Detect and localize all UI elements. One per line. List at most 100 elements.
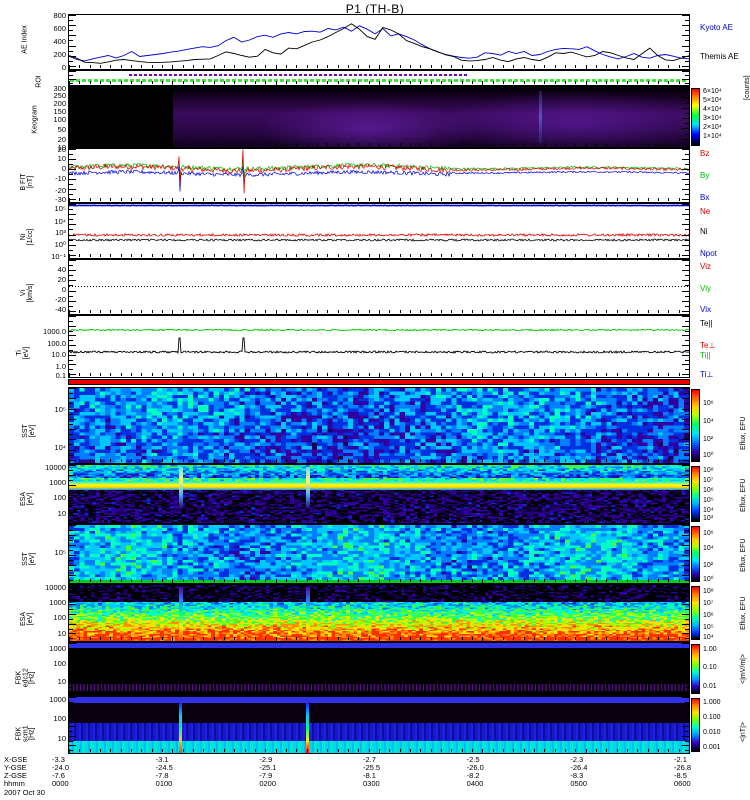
footer-value-z: -8.2: [466, 771, 480, 780]
fbk-scm1-ytick-100: 100: [53, 714, 66, 723]
fbk-scm1-cbtick-1: 0.100: [703, 714, 721, 721]
footer-value-z: -7.6: [52, 771, 65, 780]
footer-value-x: -3.3: [52, 755, 65, 764]
panel-fbk-edc12: [68, 642, 690, 696]
footer-value-time: 0600: [674, 779, 691, 788]
sst-electron-cbtick-3: 10⁰: [703, 576, 714, 583]
footer-value-time: 0200: [259, 779, 277, 788]
panel-vi: [68, 259, 690, 315]
keogram-bright-streak: [539, 91, 542, 143]
fbk-edc12-ytick-10: 10: [57, 677, 66, 686]
footer-value-y: -25.5: [363, 763, 381, 772]
footer-column: -2.7 -25.5 -8.1 0300: [363, 755, 403, 790]
keogram-cbtick-1: 5×10⁴: [703, 97, 722, 104]
legend-themis-ae: Themis AE: [700, 52, 739, 61]
esa-ion-cbtick-0: 10⁸: [703, 467, 714, 474]
footer-value-time: 0500: [570, 779, 588, 788]
esa-ion-ytick-10: 10: [57, 509, 66, 518]
sst-ion-colorbar: [691, 389, 700, 462]
fbk-edc12-low-band: [69, 684, 689, 691]
footer-value-time: 0000: [52, 779, 69, 788]
b-fit-ylabel: B FIT [nT]: [20, 173, 34, 191]
fbk-edc12-colorbar-label: <|mV/m|>: [740, 653, 747, 684]
footer-value-y: -24.0: [52, 763, 70, 772]
keogram-ytick-150: 150: [53, 107, 66, 116]
ni-ytick-4: 10⁴: [54, 217, 66, 226]
vi-ytick-n40: -40: [55, 305, 66, 314]
axis-ticks: [682, 465, 689, 523]
fbk-scm1-cbtick-2: 0.010: [703, 729, 721, 736]
sst-ion-ytick-5: 10⁵: [54, 405, 66, 414]
legend-ti-par: Ti||: [700, 351, 711, 360]
legend-kyoto-ae: Kyoto AE: [700, 23, 733, 32]
sst-ion-cbtick-3: 10⁰: [703, 452, 714, 459]
footer-date: 2007 Oct 30: [4, 788, 45, 797]
legend-ti-perp: Ti⊥: [700, 370, 714, 379]
panel-esa-ion: [68, 464, 690, 524]
ae-index-ylabel: AE Index: [21, 25, 29, 54]
sst-electron-colorbar: [691, 526, 700, 582]
fbk-edc12-cbtick-2: 0.01: [703, 683, 717, 690]
panel-fbk-scm1: [68, 696, 690, 754]
sst-electron-ylabel: SST [eV]: [22, 552, 36, 566]
fbk-scm1-top-band: [69, 697, 689, 703]
b-fit-ytick-20: 20: [57, 145, 66, 154]
esa-electron-ytick-10000: 10000: [45, 583, 66, 592]
axis-ticks: [682, 149, 689, 202]
keogram-ytick-200: 200: [53, 99, 66, 108]
footer-value-time: 0400: [466, 779, 484, 788]
b-fit-ytick-n10: -10: [55, 174, 66, 183]
ae-index-ytick-200: 200: [53, 50, 66, 59]
ae-index-ytick-0: 0: [61, 63, 66, 72]
sst-ion-cbtick-1: 10⁴: [703, 418, 714, 425]
sst-ion-cbtick-0: 10⁶: [703, 400, 714, 407]
footer-row-label-z: Z-GSE: [4, 771, 27, 780]
legend-vix: Vix: [700, 305, 711, 314]
axis-ticks-x: [69, 637, 689, 641]
fbk-scm1-burst-2: [306, 703, 309, 753]
ti-ytick-10: 10.0: [51, 350, 66, 359]
panel-sst-electron: [68, 524, 690, 584]
footer-value-x: -2.1: [674, 755, 687, 764]
sst-ion-cbtick-2: 10²: [703, 436, 714, 443]
footer-value-z: -7.8: [155, 771, 169, 780]
keogram-cbtick-4: 2×10⁴: [703, 124, 722, 131]
footer-value-x: -3.1: [155, 755, 169, 764]
vi-ytick-0: 0: [61, 285, 66, 294]
axis-ticks: [69, 260, 76, 314]
axis-ticks-x: [69, 143, 689, 147]
esa-electron-cbtick-2: 10⁶: [703, 612, 714, 619]
keogram-ytick-250: 250: [53, 91, 66, 100]
fbk-edc12-top-band: [69, 643, 689, 648]
sst-electron-cbtick-1: 10⁴: [703, 545, 714, 552]
sst-electron-colorbar-label: Eflux, EFU: [740, 538, 747, 572]
fbk-scm1-dark-band: [69, 703, 689, 723]
page-title: P1 (TH-B): [345, 2, 405, 16]
esa-ion-ytick-1000: 1000: [49, 478, 66, 487]
footer-row-label-time: hhmm: [4, 779, 25, 788]
esa-electron-ytick-10: 10: [57, 629, 66, 638]
vi-ytick-20: 20: [57, 275, 66, 284]
panel-roi: [68, 70, 690, 86]
axis-ticks-x: [69, 65, 689, 69]
esa-electron-spectrogram: [69, 585, 689, 641]
roi-green-bar: [70, 79, 688, 82]
axis-ticks: [682, 87, 689, 147]
keogram-ytick-10: 10: [57, 143, 66, 152]
footer-value-x: -2.3: [570, 755, 584, 764]
footer-value-y: -25.1: [259, 763, 277, 772]
ti-ytick-1: 1.0: [55, 362, 66, 371]
footer-value-x: -2.5: [466, 755, 480, 764]
esa-electron-cbtick-4: 10⁴: [703, 634, 714, 641]
ae-index-ytick-400: 400: [53, 37, 66, 46]
axis-ticks: [69, 525, 76, 583]
legend-ne: Ne: [700, 207, 711, 216]
fbk-edc12-ytick-1000: 1000: [49, 644, 66, 653]
legend-viy: Viy: [700, 284, 711, 293]
keogram-cbtick-2: 4×10⁴: [703, 106, 722, 113]
b-fit-ytick-10: 10: [57, 154, 66, 163]
esa-electron-cbtick-1: 10⁷: [703, 600, 714, 607]
sst-ion-spectrogram: [69, 388, 689, 463]
footer-value-y: -26.4: [570, 763, 588, 772]
